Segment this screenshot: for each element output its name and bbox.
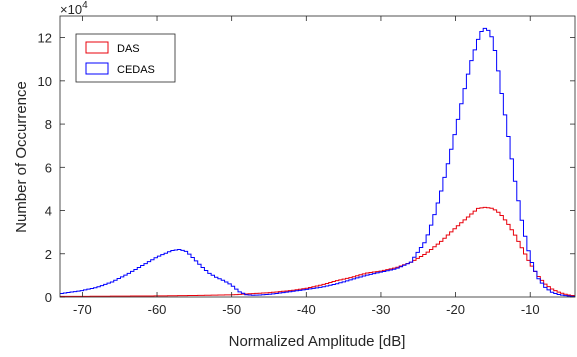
legend-label-das: DAS	[117, 43, 140, 55]
x-tick-label: -40	[297, 302, 316, 317]
y-tick-label: 4	[45, 204, 52, 219]
x-tick-label: -60	[148, 302, 167, 317]
x-tick-label: -20	[446, 302, 465, 317]
x-tick-label: -10	[521, 302, 540, 317]
y-tick-label: 10	[38, 74, 52, 89]
x-tick-label: -50	[222, 302, 241, 317]
y-tick-label: 0	[45, 290, 52, 305]
x-axis-title: Normalized Amplitude [dB]	[229, 333, 406, 350]
y-axis-multiplier-base: ×10	[60, 2, 82, 17]
y-axis: 0 2 4 6 8 10 12	[38, 31, 575, 305]
y-tick-label: 6	[45, 160, 52, 175]
plot-frame	[59, 15, 576, 298]
y-axis-multiplier: ×104	[60, 0, 88, 17]
legend-swatch-cedas	[85, 62, 109, 75]
y-tick-label: 12	[38, 31, 52, 46]
x-tick-label: -30	[372, 302, 391, 317]
series-das-line	[60, 206, 575, 297]
y-axis-multiplier-exponent: 4	[82, 0, 88, 11]
legend-swatch-das	[85, 41, 109, 54]
series-layer	[60, 27, 575, 298]
legend: DAS CEDAS	[75, 33, 176, 83]
series-cedas-line	[60, 27, 575, 298]
x-axis: -70 -60 -50 -40 -30 -20 -10	[73, 16, 540, 317]
y-tick-label: 2	[45, 247, 52, 262]
x-tick-label: -70	[73, 302, 92, 317]
legend-label-cedas: CEDAS	[117, 64, 155, 76]
y-axis-title: Number of Occurrence	[13, 81, 30, 233]
y-tick-label: 8	[45, 117, 52, 132]
